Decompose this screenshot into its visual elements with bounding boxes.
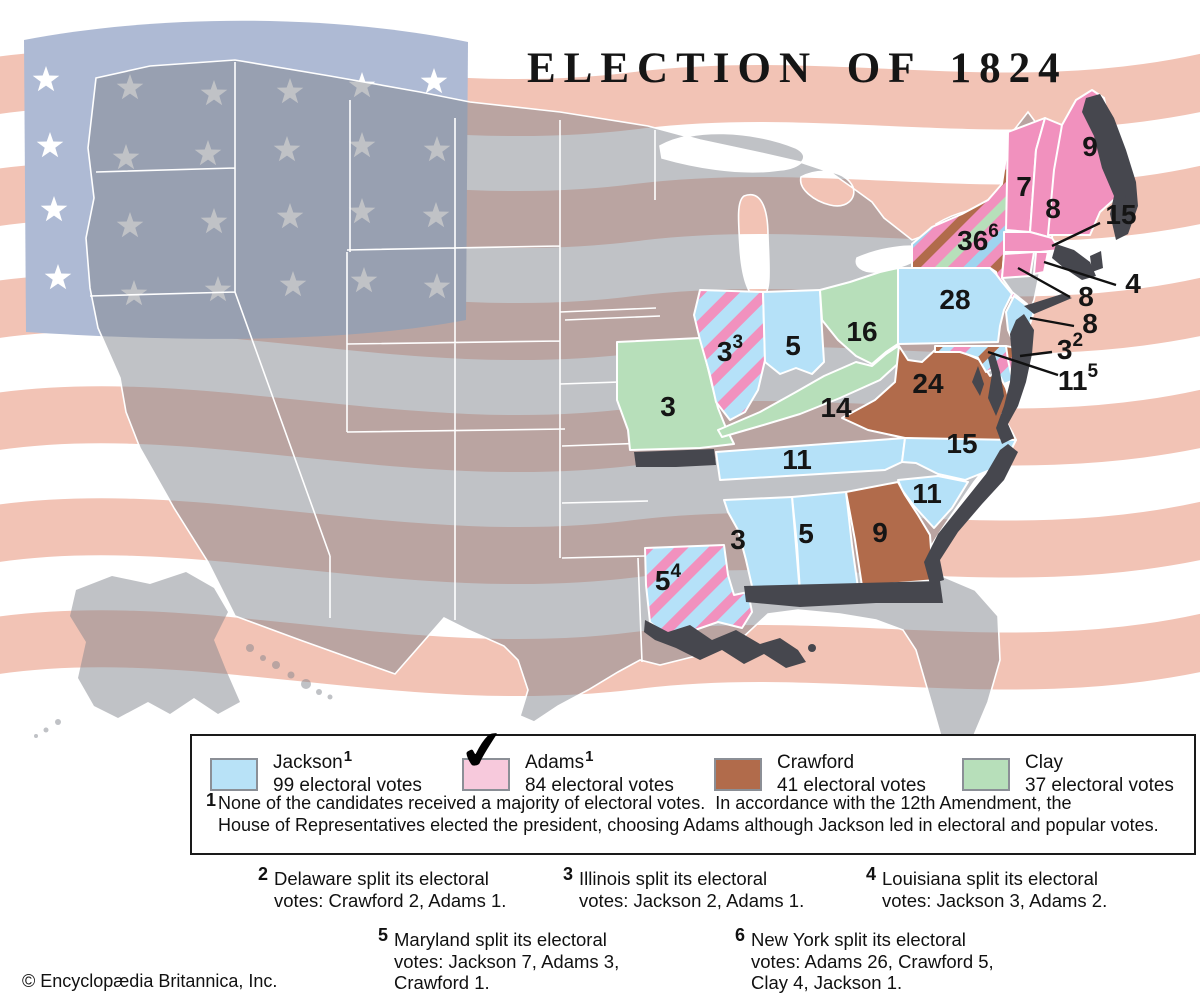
label-ohio: 16 [846, 316, 877, 347]
label-virginia: 24 [912, 368, 944, 399]
footnote-1: 1 None of the candidates received a majo… [206, 790, 1159, 836]
legend-vote-total: 41 electoral votes [777, 775, 926, 796]
footnote-text: Illinois split its electoral [579, 868, 768, 889]
label-new-hampshire: 8 [1045, 193, 1061, 224]
label-missouri: 3 [660, 391, 676, 422]
label-georgia: 9 [872, 517, 888, 548]
footnote-text: Louisiana split its electoral [882, 868, 1098, 889]
legend-vote-total: 99 electoral votes [273, 775, 422, 796]
label-mississippi: 3 [730, 524, 746, 555]
page-title: ELECTION OF 1824 [527, 45, 1068, 92]
footnote-text: votes: Jackson 2, Adams 1. [579, 889, 805, 911]
label-massachusetts: 15 [1105, 199, 1136, 230]
label-alabama: 5 [798, 518, 814, 549]
legend-vote-total: 84 electoral votes [525, 775, 674, 796]
label-new-york: 366 [957, 221, 999, 256]
footnote-marker: 3 [563, 864, 574, 884]
label-connecticut: 8 [1078, 281, 1094, 312]
alaska [34, 572, 240, 738]
label-tennessee: 11 [782, 444, 812, 475]
label-maine: 9 [1082, 131, 1098, 162]
footnote-marker: 1 [585, 748, 594, 765]
legend-candidate-name: Adams [525, 752, 585, 773]
footnote-3-illinois: 3 Illinois split its electoral votes: Ja… [563, 864, 805, 911]
state-louisiana [644, 544, 753, 639]
winner-checkmark-icon [456, 721, 508, 781]
label-rhode-island: 4 [1125, 268, 1141, 299]
footnote-text: votes: Jackson 3, Adams 2. [882, 889, 1108, 911]
state-north-carolina [901, 437, 1017, 481]
state-ohio [819, 267, 899, 365]
label-maryland: 115 [1058, 361, 1099, 396]
footnote-marker: 5 [378, 925, 389, 945]
legend-candidate-name: Crawford [777, 752, 855, 773]
label-kentucky: 14 [820, 392, 852, 423]
footnote-text: New York split its electoral [751, 929, 966, 950]
footnote-text: votes: Jackson 7, Adams 3, [394, 950, 620, 972]
footnote-text: Maryland split its electoral [394, 929, 607, 950]
footnote-6-new-york: 6 New York split its electoral votes: Ad… [735, 925, 994, 994]
label-louisiana: 54 [655, 561, 682, 596]
footnote-4-louisiana: 4 Louisiana split its electoral votes: J… [866, 864, 1108, 911]
copyright-notice: © Encyclopædia Britannica, Inc. [22, 971, 278, 991]
legend-item-adams: Adams1 84 electoral votes [462, 748, 674, 797]
label-illinois: 33 [717, 332, 743, 367]
footnote-text: votes: Adams 26, Crawford 5, [751, 950, 994, 972]
footnote-2-delaware: 2 Delaware split its electoral votes: Cr… [258, 864, 507, 911]
jackson-color-swatch [210, 758, 258, 791]
adams-color-swatch [462, 758, 510, 791]
legend: Jackson1 99 electoral votes Adams1 84 el… [190, 734, 1196, 855]
legend-item-crawford: Crawford 41 electoral votes [714, 752, 926, 797]
state-tennessee [715, 437, 906, 481]
legend-candidate-name: Jackson [273, 752, 343, 773]
coast-shadows [634, 94, 1138, 668]
footnote-text: None of the candidates received a majori… [218, 793, 1072, 813]
label-vermont: 7 [1016, 171, 1032, 202]
clay-color-swatch [962, 758, 1010, 791]
footnote-marker: 4 [866, 864, 877, 884]
label-delaware: 32 [1057, 330, 1083, 365]
footnote-5-maryland: 5 Maryland split its electoral votes: Ja… [378, 925, 620, 994]
legend-item-clay: Clay 37 electoral votes [962, 752, 1174, 797]
state-pennsylvania [897, 267, 1013, 345]
legend-item-jackson: Jackson1 99 electoral votes [210, 748, 422, 797]
territory-borders [89, 62, 661, 663]
states [616, 89, 1123, 639]
vote-labels: 9 7 8 15 4 8 366 8 28 32 115 24 16 5 33 … [655, 131, 1141, 596]
footnote-text: Delaware split its electoral [274, 868, 489, 889]
footnote-text: votes: Crawford 2, Adams 1. [274, 889, 507, 911]
crawford-color-swatch [714, 758, 762, 791]
legend-vote-total: 37 electoral votes [1025, 775, 1174, 796]
hawaii [246, 644, 333, 700]
label-north-carolina: 15 [946, 428, 977, 459]
label-new-jersey: 8 [1082, 308, 1098, 339]
legend-candidate-name: Clay [1025, 752, 1064, 773]
label-indiana: 5 [785, 330, 801, 361]
footnote-marker: 1 [206, 790, 217, 810]
footnote-marker: 2 [258, 864, 269, 884]
footnote-text: House of Representatives elected the pre… [218, 815, 1159, 835]
footnote-text: Clay 4, Jackson 1. [751, 972, 903, 993]
footnote-text: Crawford 1. [394, 972, 490, 993]
footnote-marker: 6 [735, 925, 746, 945]
callout-lines [987, 221, 1117, 377]
label-pennsylvania: 28 [939, 284, 970, 315]
state-rhode-island [1033, 251, 1049, 275]
label-south-carolina: 11 [912, 478, 942, 509]
footnote-marker: 1 [343, 748, 353, 765]
